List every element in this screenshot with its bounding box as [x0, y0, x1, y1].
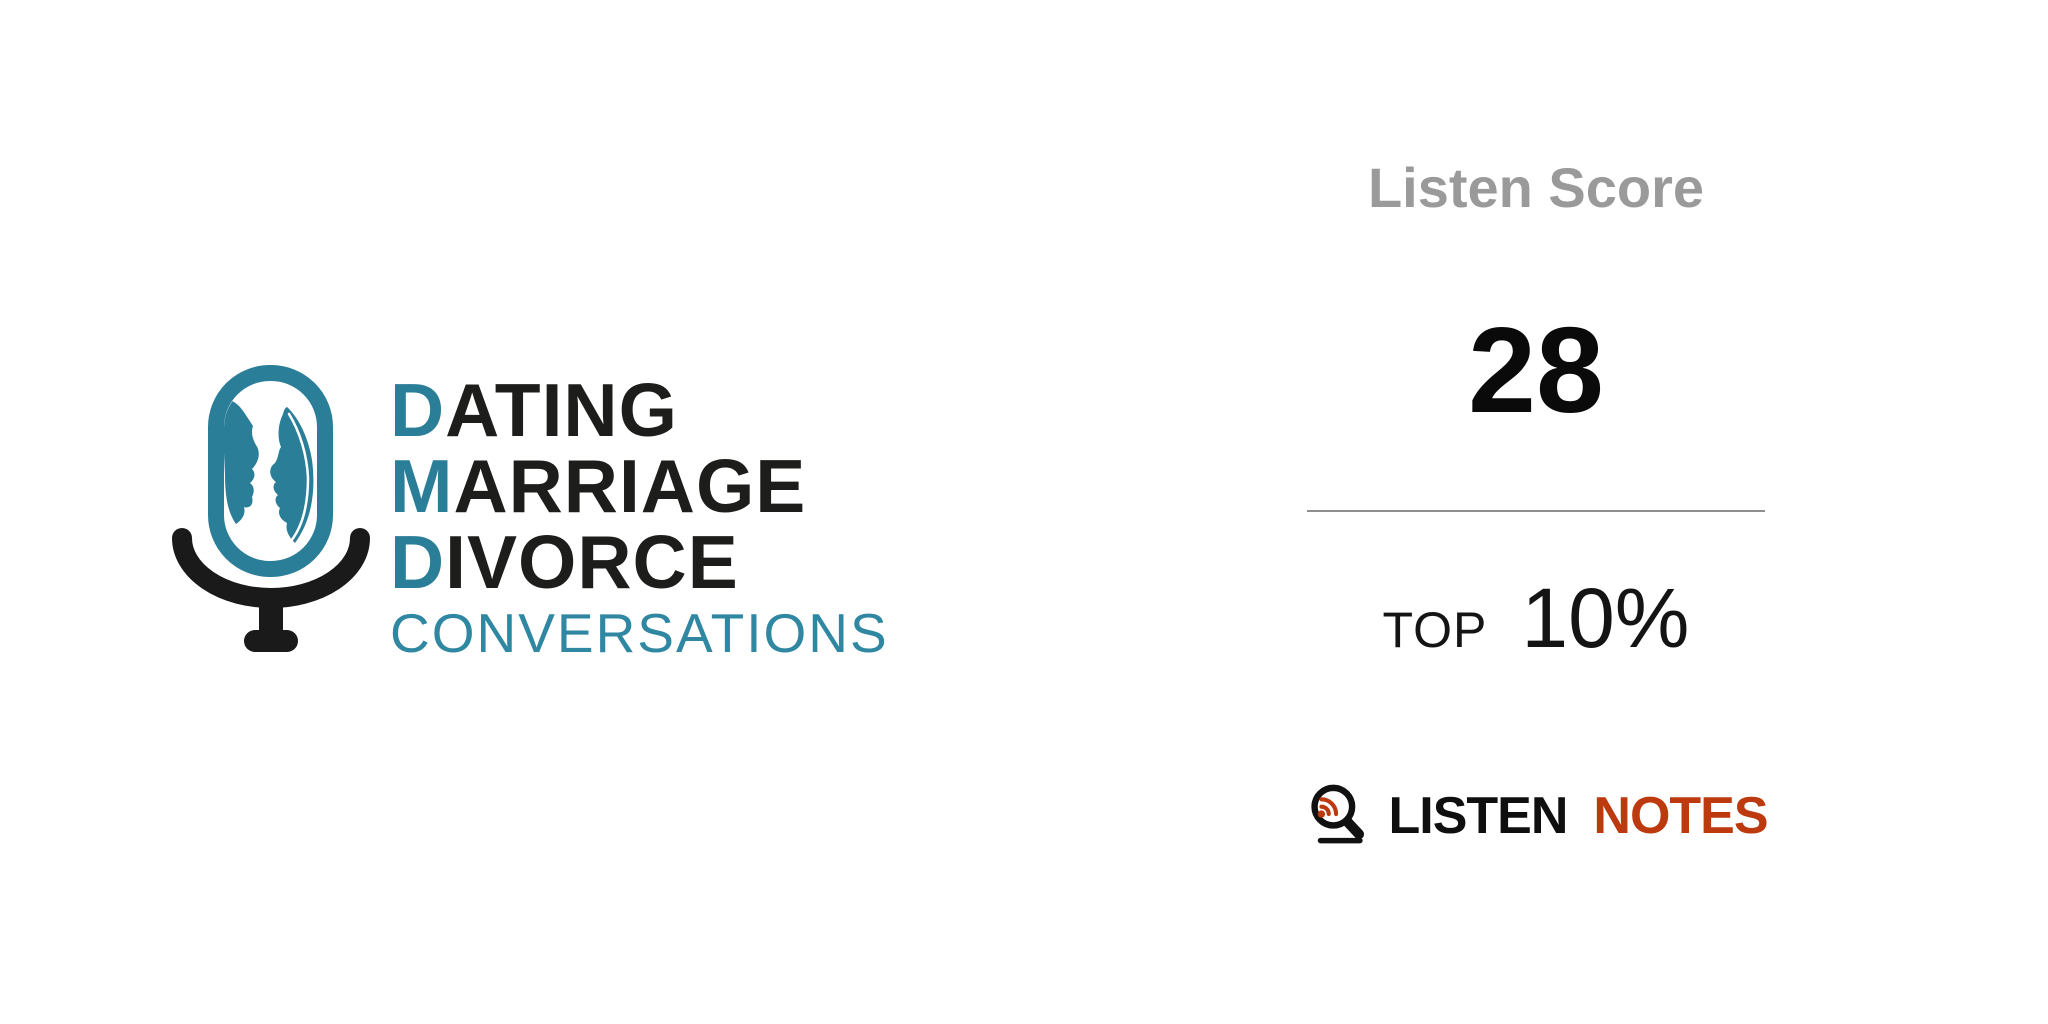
rank-row: TOP 10% [1306, 576, 1766, 672]
rss-icon [1318, 797, 1339, 818]
mic-stand-base [244, 630, 298, 652]
brand-tagline: CONVERSATIONS [390, 602, 889, 664]
magnifier-shadow [1318, 837, 1364, 844]
brand-word-divorce: DIVORCE [390, 524, 889, 600]
brand-word-rest: IVORCE [445, 520, 739, 604]
brand-word-rest: ARRIAGE [453, 444, 807, 528]
listen-score-panel: Listen Score 28 TOP 10% LI [1306, 0, 1769, 1024]
listen-notes-word-listen: LISTEN [1388, 787, 1568, 845]
facing-profiles [224, 400, 314, 543]
brand-word-dating: DATING [390, 372, 889, 448]
listen-score-value: 28 [1468, 302, 1604, 438]
rank-prefix-label: TOP [1382, 602, 1488, 658]
microphone-faces-icon [172, 365, 370, 652]
listen-score-title: Listen Score [1367, 156, 1705, 219]
brand-initial: D [390, 520, 446, 604]
brand-initial: D [390, 368, 446, 452]
brand-wordmark: DATING MARRIAGE DIVORCE CONVERSATIONS [390, 372, 889, 664]
brand-word-rest: ATING [445, 368, 678, 452]
brand-word-marriage: MARRIAGE [390, 448, 889, 524]
divider-line [1307, 510, 1765, 512]
listen-notes-word-notes: NOTES [1593, 787, 1768, 845]
brand-initial: M [390, 444, 454, 528]
listen-notes-logo-link[interactable]: LISTEN NOTES [1306, 780, 1769, 852]
rank-percent-value: 10% [1521, 571, 1690, 665]
magnifier-rss-icon [1311, 784, 1365, 844]
